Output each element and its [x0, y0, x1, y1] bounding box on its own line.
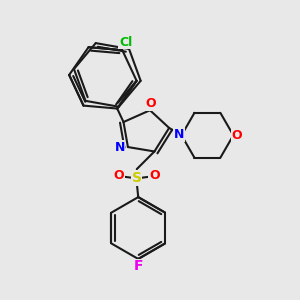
Text: N: N — [174, 128, 184, 141]
Text: O: O — [145, 97, 156, 110]
Text: Cl: Cl — [119, 36, 132, 49]
Text: F: F — [134, 259, 143, 273]
Text: S: S — [132, 171, 142, 185]
Text: O: O — [114, 169, 124, 182]
Text: N: N — [115, 141, 125, 154]
Text: O: O — [232, 129, 242, 142]
Text: O: O — [149, 169, 160, 182]
